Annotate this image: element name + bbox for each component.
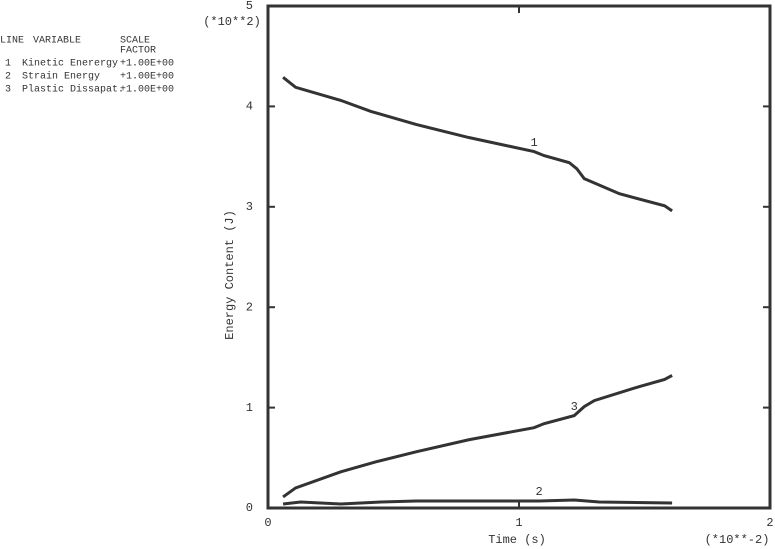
legend-line-id: 3: [5, 85, 11, 96]
y-axis-label: Energy Content (J): [223, 210, 237, 340]
legend-name: Strain Energy: [22, 71, 100, 83]
legend-scale: +1.00E+00: [120, 85, 174, 96]
legend-scale: +1.00E+00: [120, 59, 174, 70]
x-tick-label: 2: [766, 516, 773, 530]
x-axis-label: Time (s): [488, 533, 546, 547]
x-multiplier: (*10**-2): [705, 533, 770, 547]
y-tick-label: 4: [246, 100, 253, 114]
legend-header: SCALE: [120, 36, 150, 47]
series-line: [282, 76, 673, 213]
legend-header: VARIABLE: [33, 36, 81, 47]
legend-header: LINE: [0, 36, 24, 47]
x-tick-label: 0: [264, 516, 271, 530]
y-tick-label: 3: [246, 200, 253, 214]
legend-name: Plastic Dissapat.: [22, 84, 124, 96]
line-label: 3: [571, 400, 578, 414]
y-tick-label: 1: [246, 401, 253, 415]
y-tick-label: 0: [246, 501, 253, 515]
series-line: [282, 498, 673, 506]
legend-line-id: 2: [5, 72, 11, 83]
line-label: 1: [530, 136, 537, 150]
legend-name: Kinetic Enerergy: [22, 58, 118, 70]
plot-frame: [266, 4, 772, 510]
y-tick-label: 2: [246, 300, 253, 314]
legend-header: FACTOR: [120, 46, 156, 57]
legend-line-id: 1: [5, 59, 11, 70]
line-label: 2: [535, 485, 542, 499]
series-line: [282, 374, 673, 499]
x-tick-label: 1: [515, 516, 522, 530]
y-multiplier: (*10**2): [203, 15, 261, 29]
y-tick-label: 5: [246, 0, 253, 13]
legend-scale: +1.00E+00: [120, 72, 174, 83]
